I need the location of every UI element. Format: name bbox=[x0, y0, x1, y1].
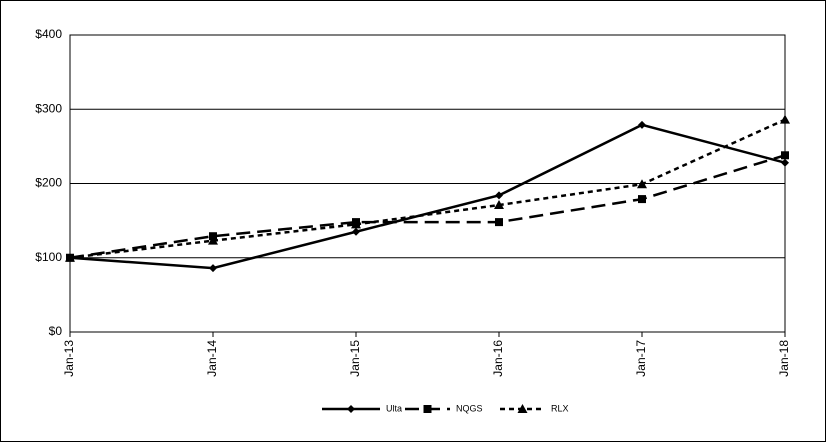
legend-label: RLX bbox=[551, 403, 569, 413]
marker bbox=[209, 264, 217, 273]
series-line bbox=[69, 118, 786, 259]
plot-border bbox=[69, 34, 786, 333]
marker bbox=[637, 179, 647, 189]
y-tick-label: $0 bbox=[49, 324, 63, 338]
x-tick-label: Jan-15 bbox=[348, 340, 362, 377]
x-tick-label: Jan-17 bbox=[634, 340, 648, 377]
legend-label: NQGS bbox=[456, 403, 483, 413]
marker bbox=[494, 200, 504, 210]
marker bbox=[638, 120, 646, 129]
marker bbox=[780, 114, 790, 124]
marker bbox=[781, 151, 789, 160]
marker bbox=[351, 219, 361, 229]
y-tick-label: $100 bbox=[35, 250, 62, 264]
y-tick-label: $400 bbox=[35, 27, 62, 41]
x-tick-label: Jan-14 bbox=[205, 340, 219, 377]
marker bbox=[352, 227, 360, 236]
legend-marker bbox=[347, 405, 355, 413]
legend-marker bbox=[423, 405, 432, 413]
marker bbox=[495, 191, 503, 200]
marker bbox=[638, 195, 646, 204]
marker bbox=[65, 252, 75, 262]
marker bbox=[208, 235, 218, 245]
marker bbox=[781, 158, 789, 167]
legend-label: Ulta bbox=[386, 403, 402, 413]
y-tick-label: $300 bbox=[35, 101, 62, 115]
x-tick-label: Jan-18 bbox=[777, 340, 791, 377]
legend-marker bbox=[517, 404, 528, 413]
y-tick-label: $200 bbox=[35, 176, 62, 190]
series-line bbox=[69, 154, 786, 259]
marker bbox=[495, 218, 503, 227]
x-tick-label: Jan-13 bbox=[62, 340, 76, 377]
x-tick-label: Jan-16 bbox=[491, 340, 505, 377]
